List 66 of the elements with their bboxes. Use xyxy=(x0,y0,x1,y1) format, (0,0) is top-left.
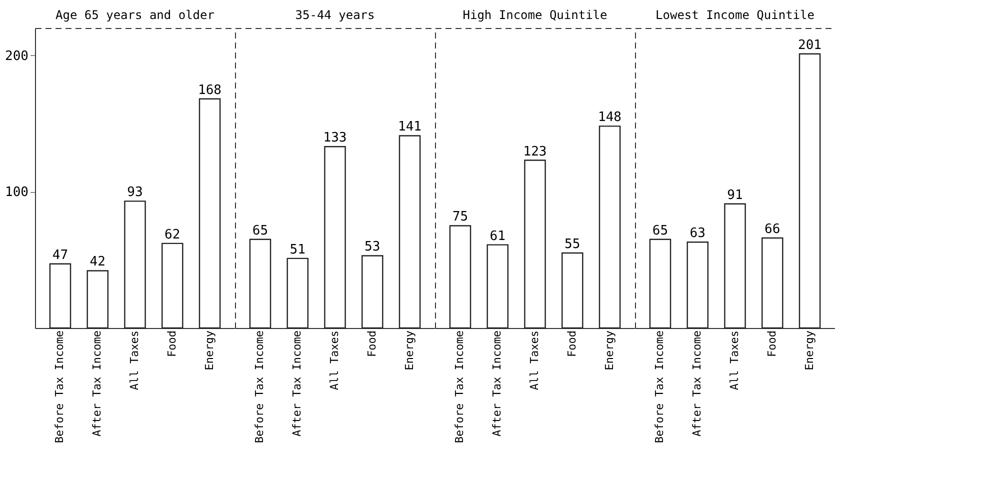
x-tick-label: Energy xyxy=(802,330,816,370)
x-tick-label: Energy xyxy=(402,330,416,370)
bar xyxy=(162,242,184,329)
bar xyxy=(398,135,421,329)
data-label: 65 xyxy=(652,223,668,238)
x-tick-label: After Tax Income xyxy=(90,330,104,436)
x-tick-label: Food xyxy=(565,330,578,357)
data-label: 93 xyxy=(127,185,143,200)
data-label: 61 xyxy=(490,228,506,244)
bar xyxy=(124,200,146,329)
bar xyxy=(598,126,621,329)
bar xyxy=(486,244,508,329)
bar xyxy=(724,203,746,329)
data-label: 201 xyxy=(798,38,822,53)
data-label: 63 xyxy=(690,226,706,242)
data-label: 62 xyxy=(164,227,180,242)
data-label: 75 xyxy=(452,210,468,225)
x-tick-label: After Tax Income xyxy=(290,330,304,436)
bar xyxy=(198,98,221,329)
bar xyxy=(86,270,108,329)
data-label: 148 xyxy=(598,110,622,126)
data-label: 51 xyxy=(290,242,306,258)
data-label: 42 xyxy=(90,254,106,270)
bar xyxy=(249,238,272,329)
bar xyxy=(449,225,472,329)
x-tick-label: After Tax Income xyxy=(690,330,704,436)
data-label: 91 xyxy=(727,188,743,203)
bar xyxy=(362,255,384,329)
y-tick-label: 100 xyxy=(5,185,28,200)
data-label: 53 xyxy=(364,240,380,255)
x-tick-label: After Tax Income xyxy=(490,330,504,436)
data-label: 47 xyxy=(52,248,68,263)
y-tick-label: 200 xyxy=(5,48,28,64)
data-label: 141 xyxy=(398,120,422,135)
chart-title: Age 65 years and older xyxy=(56,8,214,22)
x-tick-label: Before Tax Income xyxy=(453,330,466,444)
bar xyxy=(524,160,546,329)
bar xyxy=(324,146,346,329)
x-tick-label: All Taxes xyxy=(728,330,741,390)
bar xyxy=(686,241,708,329)
x-tick-label: Before Tax Income xyxy=(253,330,266,444)
chart-title: Lowest Income Quintile xyxy=(656,8,814,22)
x-tick-label: Energy xyxy=(202,330,216,370)
data-label: 65 xyxy=(252,223,268,238)
bar xyxy=(798,53,821,329)
data-label: 123 xyxy=(523,144,547,160)
x-tick-label: Before Tax Income xyxy=(53,330,66,444)
data-label: 66 xyxy=(764,222,780,237)
x-tick-label: Energy xyxy=(602,330,616,370)
bar xyxy=(649,238,672,329)
x-tick-label: Food xyxy=(365,330,378,357)
bar xyxy=(49,263,72,329)
x-tick-label: Before Tax Income xyxy=(653,330,666,444)
x-tick-label: All Taxes xyxy=(528,330,541,390)
x-tick-label: Food xyxy=(765,330,778,357)
x-tick-label: Food xyxy=(165,330,178,357)
x-tick-label: All Taxes xyxy=(128,330,141,390)
chart-title: 35-44 years xyxy=(295,8,375,22)
bar xyxy=(762,237,784,329)
bar xyxy=(562,252,584,329)
chart-title: High Income Quintile xyxy=(462,8,608,22)
data-label: 55 xyxy=(564,237,580,252)
x-tick-label: All Taxes xyxy=(328,330,341,390)
data-label: 168 xyxy=(198,82,222,98)
data-label: 133 xyxy=(323,130,347,146)
bar xyxy=(286,258,308,329)
